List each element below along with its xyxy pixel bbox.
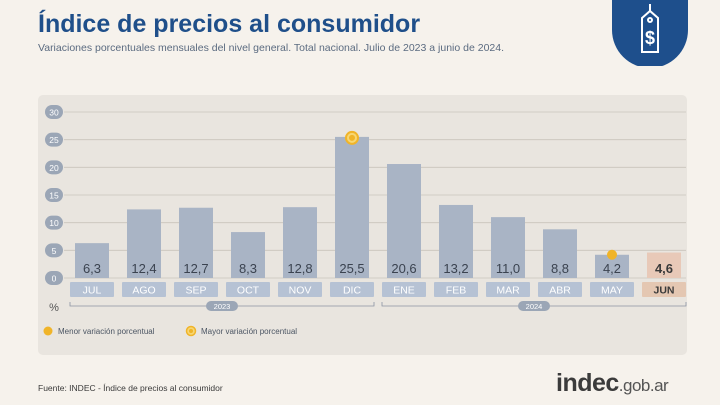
legend-min-marker: [43, 326, 53, 336]
legend-label: Menor variación porcentual: [58, 327, 155, 336]
category-label: SEP: [185, 285, 206, 297]
category-label: NOV: [289, 285, 312, 297]
y-axis-label: %: [49, 302, 59, 314]
category-box: [174, 282, 218, 297]
category-label: DIC: [343, 285, 362, 297]
category-box: [330, 282, 374, 297]
bar-value-label: 6,3: [83, 261, 101, 276]
bar: [127, 209, 161, 278]
category-box: [122, 282, 166, 297]
y-tick-bg: [45, 243, 63, 258]
category-label: JUL: [83, 285, 102, 297]
y-tick-bg: [45, 105, 63, 119]
legend-label: Mayor variación porcentual: [201, 327, 297, 336]
bar-value-label: 20,6: [391, 261, 416, 276]
category-box: [434, 282, 478, 297]
y-tick-label: 30: [49, 108, 59, 118]
category-box: [590, 282, 634, 297]
y-tick-label: 15: [49, 191, 59, 201]
legend-max-marker-core: [189, 329, 193, 333]
bar: [231, 232, 265, 278]
y-tick-bg: [45, 188, 63, 202]
year-label: 2024: [526, 302, 543, 311]
category-box: [486, 282, 530, 297]
bar: [491, 217, 525, 278]
bar: [647, 252, 681, 278]
y-tick-bg: [45, 160, 63, 175]
y-tick-bg: [45, 271, 63, 285]
category-box: [642, 282, 686, 297]
bar: [387, 164, 421, 278]
bar-value-label: 4,6: [655, 261, 673, 276]
category-box: [538, 282, 582, 297]
year-label: 2023: [214, 302, 231, 311]
y-tick-label: 25: [49, 135, 59, 145]
bar: [543, 229, 577, 278]
indec-logo: indec.gob.ar: [556, 369, 669, 397]
bar-value-label: 4,2: [603, 261, 621, 276]
category-box: [278, 282, 322, 297]
bar-value-label: 8,8: [551, 261, 569, 276]
bar: [439, 204, 473, 278]
category-label: MAR: [496, 285, 520, 297]
category-box: [382, 282, 426, 297]
bar-value-label: 12,8: [287, 261, 312, 276]
category-label: ENE: [393, 285, 415, 297]
category-label: JUN: [653, 285, 674, 297]
y-tick-bg: [45, 215, 63, 230]
source-note: Fuente: INDEC - Índice de precios al con…: [38, 383, 223, 393]
page-title: Índice de precios al consumidor: [38, 10, 421, 38]
category-label: OCT: [237, 285, 260, 297]
bar-value-label: 11,0: [496, 261, 520, 276]
bar: [283, 207, 317, 278]
max-marker-core: [349, 134, 355, 141]
y-tick-bg: [45, 132, 63, 147]
bar-value-label: 25,5: [339, 261, 364, 276]
bar: [595, 254, 629, 278]
y-tick-label: 10: [49, 218, 59, 228]
year-badge: [206, 301, 238, 311]
bar: [179, 207, 213, 278]
page-subtitle: Variaciones porcentuales mensuales del n…: [38, 42, 505, 54]
bar-value-label: 12,4: [131, 261, 156, 276]
price-tag-dollar-icon: $: [612, 0, 688, 66]
category-box: [226, 282, 270, 297]
bar-value-label: 13,2: [443, 261, 468, 276]
year-badge: [518, 301, 550, 311]
category-label: ABR: [549, 285, 571, 297]
category-label: MAY: [601, 285, 623, 297]
y-tick-label: 20: [49, 163, 59, 173]
svg-text:$: $: [645, 28, 655, 48]
bar: [75, 243, 109, 278]
y-tick-label: 5: [52, 246, 57, 256]
y-tick-label: 0: [52, 274, 57, 284]
bar-value-label: 8,3: [239, 261, 257, 276]
min-marker: [607, 249, 617, 260]
category-box: [70, 282, 114, 297]
category-label: AGO: [132, 285, 155, 297]
bar-value-label: 12,7: [183, 261, 208, 276]
category-label: FEB: [446, 285, 466, 297]
bar: [335, 136, 369, 278]
